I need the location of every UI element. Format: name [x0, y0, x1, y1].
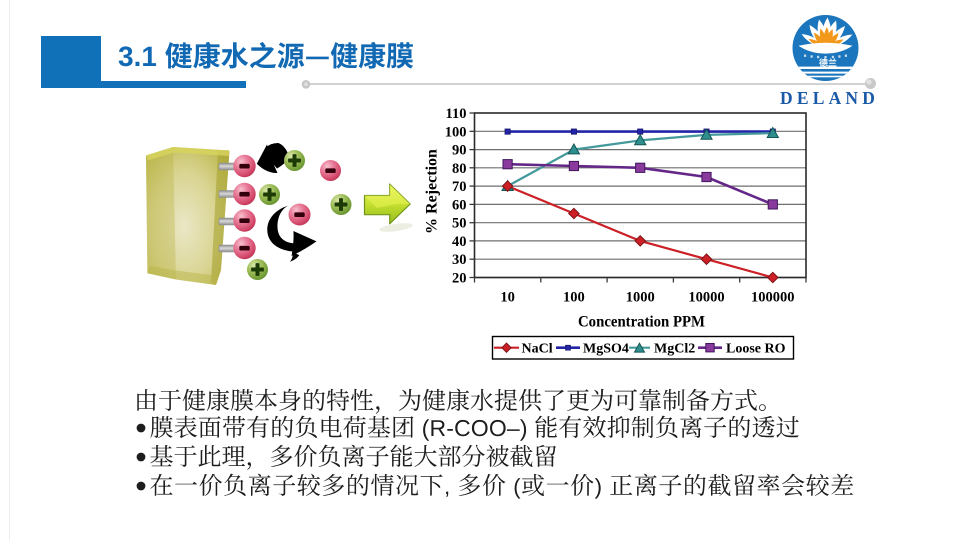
svg-text:40: 40 — [452, 234, 467, 250]
svg-text:90: 90 — [452, 143, 467, 159]
svg-text:10000: 10000 — [688, 290, 724, 306]
svg-text:30: 30 — [452, 252, 467, 268]
svg-text:100: 100 — [563, 290, 585, 306]
svg-text:20: 20 — [452, 271, 467, 287]
svg-text:10: 10 — [500, 290, 515, 306]
svg-text:60: 60 — [452, 197, 467, 213]
svg-text:100: 100 — [445, 124, 467, 140]
svg-text:1000: 1000 — [626, 290, 655, 306]
svg-text:% Rejection: % Rejection — [424, 149, 441, 234]
svg-text:MgSO4: MgSO4 — [583, 342, 629, 357]
svg-text:MgCl2: MgCl2 — [654, 342, 695, 357]
svg-text:100000: 100000 — [751, 290, 795, 306]
svg-text:110: 110 — [446, 106, 467, 122]
svg-text:NaCl: NaCl — [522, 342, 553, 357]
svg-text:80: 80 — [452, 161, 467, 177]
svg-text:70: 70 — [452, 179, 467, 195]
svg-text:50: 50 — [452, 216, 467, 232]
svg-text:Loose RO: Loose RO — [726, 342, 786, 357]
svg-text:Concentration PPM: Concentration PPM — [578, 314, 705, 331]
